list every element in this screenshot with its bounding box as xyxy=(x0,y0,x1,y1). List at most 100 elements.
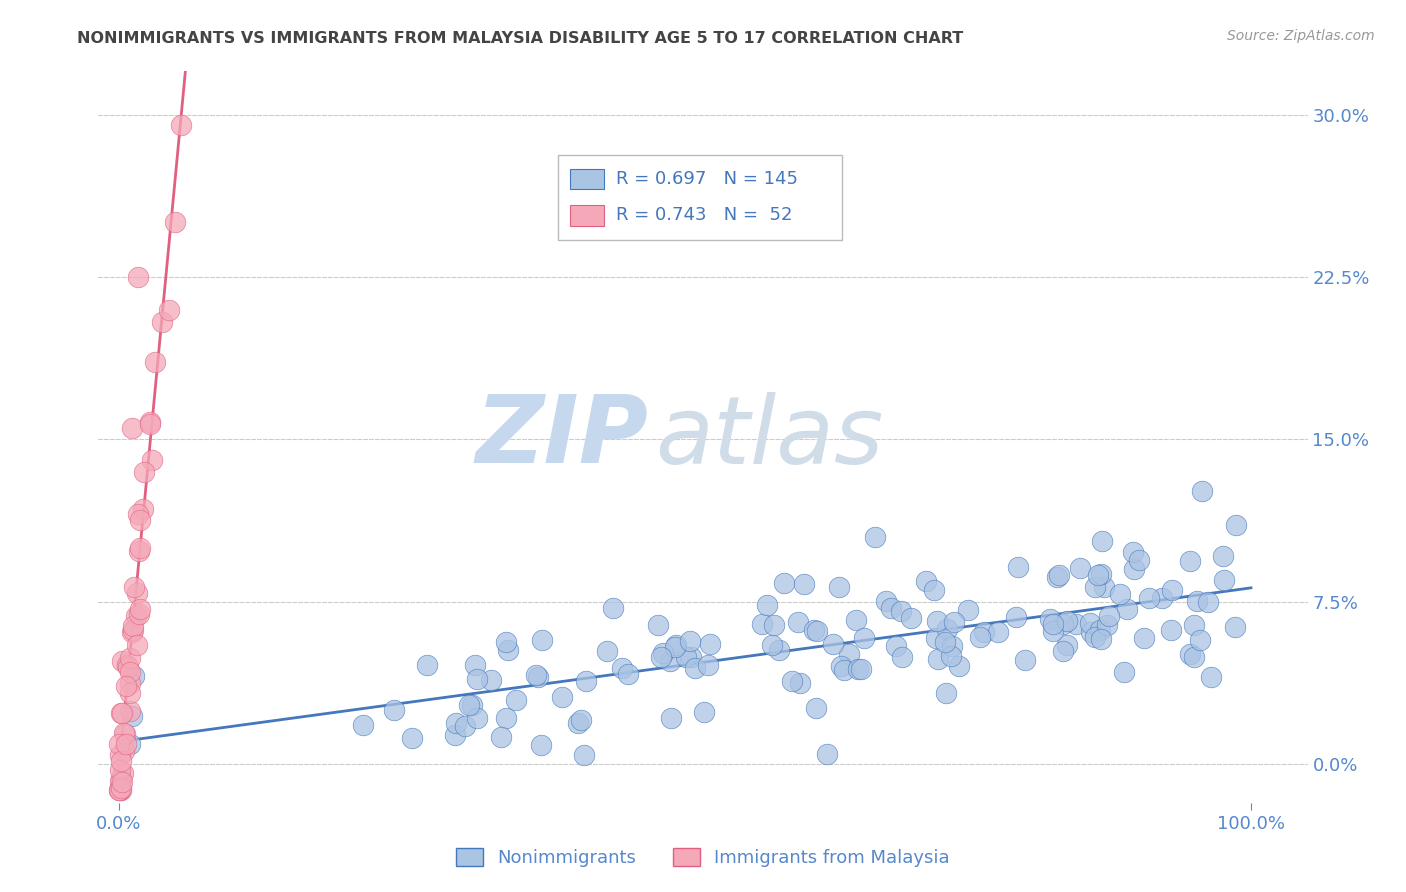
Point xyxy=(150,315,173,329)
Point xyxy=(491,730,513,744)
Point xyxy=(755,598,778,612)
Point xyxy=(132,502,155,516)
Point xyxy=(596,644,619,658)
Point xyxy=(1185,594,1208,608)
Point xyxy=(1046,570,1069,584)
Point xyxy=(761,638,783,652)
Bar xyxy=(569,169,603,189)
Point xyxy=(925,614,948,628)
Point xyxy=(118,650,141,665)
Point xyxy=(467,673,489,687)
Point xyxy=(505,692,527,706)
Point xyxy=(352,718,374,732)
Point xyxy=(935,686,957,700)
Point xyxy=(108,737,131,751)
Point xyxy=(1092,580,1115,594)
Point xyxy=(128,607,150,622)
Point xyxy=(416,658,439,673)
Point xyxy=(665,639,688,653)
Point xyxy=(1069,561,1091,575)
Point xyxy=(124,580,146,594)
Point xyxy=(973,624,995,639)
Point xyxy=(129,512,152,526)
Point xyxy=(143,355,166,369)
Point xyxy=(128,602,150,616)
Point xyxy=(924,583,946,598)
Point xyxy=(110,772,132,786)
Point xyxy=(117,660,139,674)
Point xyxy=(108,782,131,797)
Point xyxy=(1083,580,1105,594)
Point xyxy=(1160,623,1182,637)
Point xyxy=(789,675,811,690)
Point xyxy=(1182,618,1205,632)
Text: Source: ZipAtlas.com: Source: ZipAtlas.com xyxy=(1227,29,1375,43)
Point xyxy=(108,747,131,762)
Point xyxy=(780,674,803,689)
Point xyxy=(1212,549,1234,564)
Point xyxy=(170,119,193,133)
Point xyxy=(1052,644,1074,658)
Point xyxy=(651,646,673,660)
Point xyxy=(751,617,773,632)
Point xyxy=(1039,612,1062,626)
Point xyxy=(444,729,467,743)
Point xyxy=(108,782,131,797)
Point xyxy=(111,775,134,789)
Point xyxy=(1007,560,1029,574)
Point xyxy=(804,701,827,715)
Point xyxy=(110,782,132,797)
Point xyxy=(129,541,152,556)
Point xyxy=(875,594,897,608)
Point xyxy=(1137,591,1160,605)
Point xyxy=(915,574,938,588)
Point xyxy=(1091,533,1114,548)
Point xyxy=(575,673,598,688)
Point xyxy=(121,624,143,639)
Text: R = 0.743   N =  52: R = 0.743 N = 52 xyxy=(616,206,793,225)
Point xyxy=(530,738,553,752)
Point xyxy=(1087,567,1109,582)
Point xyxy=(675,649,697,664)
Point xyxy=(939,649,962,664)
Point xyxy=(111,706,134,720)
Point xyxy=(1223,620,1246,634)
Point xyxy=(1042,617,1064,632)
Point xyxy=(1128,553,1150,567)
Point xyxy=(457,698,479,712)
Point xyxy=(679,634,702,648)
Point xyxy=(828,581,851,595)
Point xyxy=(1201,670,1223,684)
Point xyxy=(1080,625,1102,640)
Point xyxy=(768,643,790,657)
Legend: Nonimmigrants, Immigrants from Malaysia: Nonimmigrants, Immigrants from Malaysia xyxy=(456,847,950,867)
Point xyxy=(1178,554,1201,568)
Point xyxy=(120,704,142,718)
Point xyxy=(1014,653,1036,667)
Point xyxy=(110,706,132,721)
Point xyxy=(1047,567,1070,582)
Point xyxy=(1098,608,1121,623)
Point xyxy=(1109,587,1132,601)
Point xyxy=(118,737,141,751)
Point xyxy=(382,703,405,717)
Point xyxy=(924,632,946,646)
Point xyxy=(845,613,868,627)
Point xyxy=(936,622,959,636)
Point xyxy=(832,663,855,677)
Point xyxy=(1122,545,1144,559)
Text: atlas: atlas xyxy=(655,392,883,483)
Point xyxy=(132,466,155,480)
Text: NONIMMIGRANTS VS IMMIGRANTS FROM MALAYSIA DISABILITY AGE 5 TO 17 CORRELATION CHA: NONIMMIGRANTS VS IMMIGRANTS FROM MALAYSI… xyxy=(77,31,963,46)
Text: ZIP: ZIP xyxy=(475,391,648,483)
Point xyxy=(141,452,163,467)
Point xyxy=(787,615,810,629)
Point xyxy=(956,602,979,616)
Point xyxy=(115,679,138,693)
Point xyxy=(524,668,547,682)
Point xyxy=(464,658,486,673)
Point xyxy=(969,630,991,644)
Point xyxy=(111,654,134,668)
Point xyxy=(120,686,142,700)
Point xyxy=(1114,665,1136,680)
